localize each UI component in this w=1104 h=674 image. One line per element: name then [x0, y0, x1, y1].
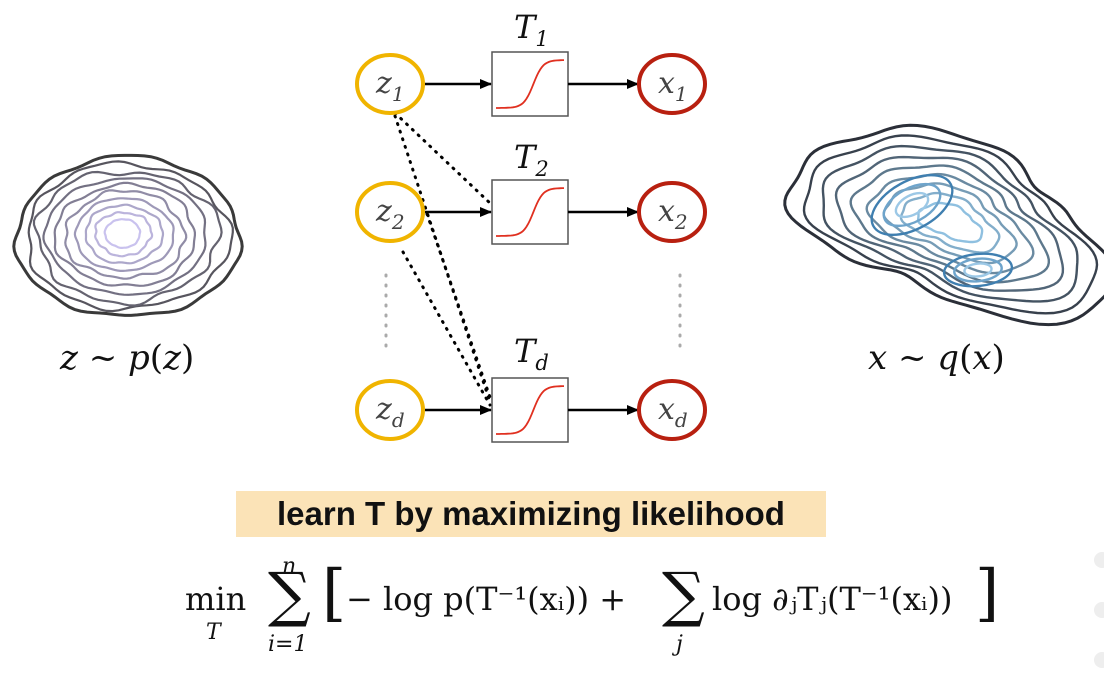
transform-label: T1: [514, 8, 549, 51]
contour-line: [64, 189, 188, 280]
transform-label: Td: [514, 332, 549, 375]
left-bracket: [: [322, 556, 347, 629]
input-node: zd: [355, 379, 425, 441]
contour-line: [870, 173, 954, 237]
contour-line: [802, 134, 1099, 315]
contour-line: [84, 203, 165, 265]
sigmoid-curve: [496, 59, 564, 109]
right-bracket: ]: [975, 556, 1000, 629]
input-label: z1: [375, 66, 405, 106]
output-node: xd: [637, 379, 707, 441]
likelihood-objective: min T n ∑ i=1 [ − log p(T⁻¹(xᵢ)) + ∑ j l…: [0, 550, 1104, 674]
contour-line: [42, 177, 207, 296]
contour-line: [865, 172, 1035, 275]
contour-line: [32, 170, 223, 307]
summation-symbol: ∑: [268, 560, 311, 630]
contour-line: [27, 160, 234, 313]
sum-upper-limit: n: [282, 554, 297, 579]
sum-j-lower-limit: j: [676, 632, 683, 657]
contour-line: [894, 191, 930, 219]
target-distribution-contours: [783, 123, 1104, 327]
flow-diagram: z1 T1 x1 z2 T2 x2 zd Td xd: [12, 8, 1104, 443]
output-node: x2: [637, 181, 707, 243]
contour-line: [953, 257, 1003, 283]
contour-line: [899, 191, 1001, 254]
contour-line: [821, 144, 1079, 303]
transform-box: [491, 377, 569, 443]
input-node: z1: [355, 53, 425, 115]
output-label: x1: [658, 66, 688, 106]
sigmoid-curve: [496, 385, 564, 435]
contour-line: [834, 155, 1065, 292]
contour-line: [53, 181, 196, 287]
flow-row: z2 T2 x2: [355, 138, 707, 245]
contour-line: [73, 197, 175, 272]
contour-line: [12, 153, 244, 317]
min-subscript: T: [206, 620, 221, 645]
min-operator: min: [185, 580, 247, 618]
flow-row: zd Td xd: [355, 332, 707, 443]
contour-line: [103, 218, 142, 249]
target-distribution-label: x ~ q(x): [868, 338, 1005, 378]
output-label: x2: [658, 194, 688, 234]
contour-line: [942, 252, 1014, 288]
output-node: x1: [637, 53, 707, 115]
contour-line: [916, 201, 984, 244]
contour-line: [783, 123, 1104, 327]
contour-line: [849, 164, 1050, 284]
contour-line: [94, 211, 154, 258]
summation-j-symbol: ∑: [662, 560, 705, 630]
flow-row: z1 T1 x1: [355, 8, 707, 117]
dependency-lines: [393, 111, 494, 407]
contour-line: [963, 262, 993, 278]
base-distribution-label: z ~ p(z): [60, 338, 195, 378]
transform-label: T2: [514, 138, 549, 181]
transform-box: [491, 51, 569, 117]
input-label: z2: [375, 194, 405, 234]
side-dot: [1094, 602, 1104, 618]
transform-box: [491, 179, 569, 245]
formula-term-log-density: − log p(T⁻¹(xᵢ)) +: [346, 580, 627, 618]
contour-line: [882, 182, 942, 228]
formula-term-log-jacobian: log ∂ⱼTⱼ(T⁻¹(xᵢ)): [712, 580, 953, 618]
side-dot: [1094, 552, 1104, 568]
input-node: z2: [355, 181, 425, 243]
sum-lower-limit: i=1: [268, 632, 308, 657]
side-dot: [1094, 652, 1104, 668]
sigmoid-curve: [496, 187, 564, 237]
base-distribution-contours: [12, 153, 244, 317]
objective-banner: learn T by maximizing likelihood: [236, 491, 826, 537]
